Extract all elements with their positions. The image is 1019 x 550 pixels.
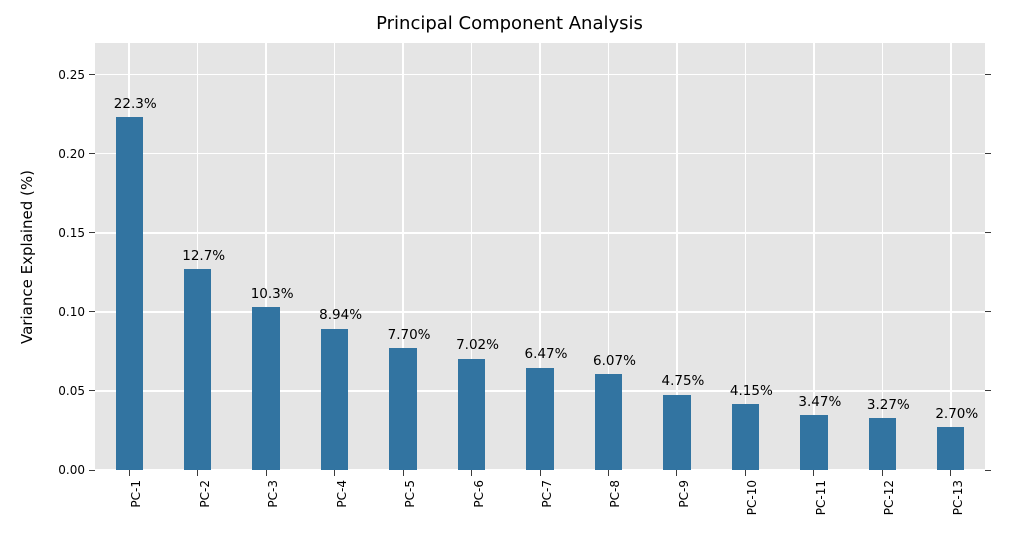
x-tick-label: PC-3 — [266, 480, 280, 508]
bar — [116, 117, 143, 470]
x-tick — [197, 470, 198, 476]
x-tick — [950, 470, 951, 476]
x-tick-label: PC-7 — [540, 480, 554, 508]
y-tick — [985, 470, 991, 471]
x-tick — [129, 470, 130, 476]
bar-value-label: 8.94% — [319, 307, 362, 323]
bar — [526, 368, 553, 470]
bar-value-label: 3.47% — [798, 394, 841, 410]
y-tick-label: 0.05 — [49, 384, 85, 398]
y-tick-label: 0.20 — [49, 147, 85, 161]
y-tick — [89, 390, 95, 391]
x-tick-label: PC-9 — [677, 480, 691, 508]
y-axis-label: Variance Explained (%) — [18, 170, 36, 344]
y-tick-label: 0.10 — [49, 305, 85, 319]
bar — [321, 329, 348, 470]
bar — [389, 348, 416, 470]
x-tick — [334, 470, 335, 476]
y-tick — [89, 311, 95, 312]
bar-value-label: 6.47% — [525, 346, 568, 362]
x-tick — [540, 470, 541, 476]
y-tick-label: 0.15 — [49, 226, 85, 240]
x-tick-label: PC-8 — [608, 480, 622, 508]
x-tick-label: PC-11 — [814, 480, 828, 515]
bar — [458, 359, 485, 470]
x-tick — [882, 470, 883, 476]
bar-value-label: 10.3% — [251, 286, 294, 302]
x-tick-label: PC-10 — [745, 480, 759, 515]
x-tick — [745, 470, 746, 476]
bar — [800, 415, 827, 470]
chart-title: Principal Component Analysis — [0, 13, 1019, 34]
y-tick-label: 0.25 — [49, 68, 85, 82]
x-tick — [266, 470, 267, 476]
y-tick — [985, 311, 991, 312]
bar-value-label: 4.15% — [730, 383, 773, 399]
y-tick — [985, 153, 991, 154]
bar — [184, 269, 211, 470]
bar — [595, 374, 622, 470]
bar-value-label: 3.27% — [867, 397, 910, 413]
y-tick — [89, 153, 95, 154]
bar-value-label: 22.3% — [114, 96, 157, 112]
y-tick — [89, 74, 95, 75]
x-tick — [813, 470, 814, 476]
bar — [252, 307, 279, 470]
x-tick-label: PC-6 — [472, 480, 486, 508]
x-tick — [471, 470, 472, 476]
x-tick-label: PC-4 — [335, 480, 349, 508]
y-tick — [89, 232, 95, 233]
y-tick — [89, 470, 95, 471]
x-tick-label: PC-5 — [403, 480, 417, 508]
x-tick — [676, 470, 677, 476]
y-tick — [985, 390, 991, 391]
y-tick-label: 0.00 — [49, 463, 85, 477]
bar-value-label: 2.70% — [935, 406, 978, 422]
plot-area — [95, 43, 985, 470]
bar — [663, 395, 690, 470]
bar-value-label: 12.7% — [182, 248, 225, 264]
x-tick-label: PC-1 — [129, 480, 143, 508]
bar-value-label: 4.75% — [661, 373, 704, 389]
x-tick — [608, 470, 609, 476]
x-tick — [403, 470, 404, 476]
bar — [732, 404, 759, 470]
y-tick — [985, 232, 991, 233]
bar — [869, 418, 896, 470]
x-tick-label: PC-13 — [951, 480, 965, 515]
x-tick-label: PC-2 — [198, 480, 212, 508]
y-tick — [985, 74, 991, 75]
bar-value-label: 7.02% — [456, 337, 499, 353]
x-tick-label: PC-12 — [882, 480, 896, 515]
pca-bar-chart: Principal Component Analysis Variance Ex… — [0, 0, 1019, 550]
bar-value-label: 6.07% — [593, 353, 636, 369]
bar — [937, 427, 964, 470]
bar-value-label: 7.70% — [388, 327, 431, 343]
